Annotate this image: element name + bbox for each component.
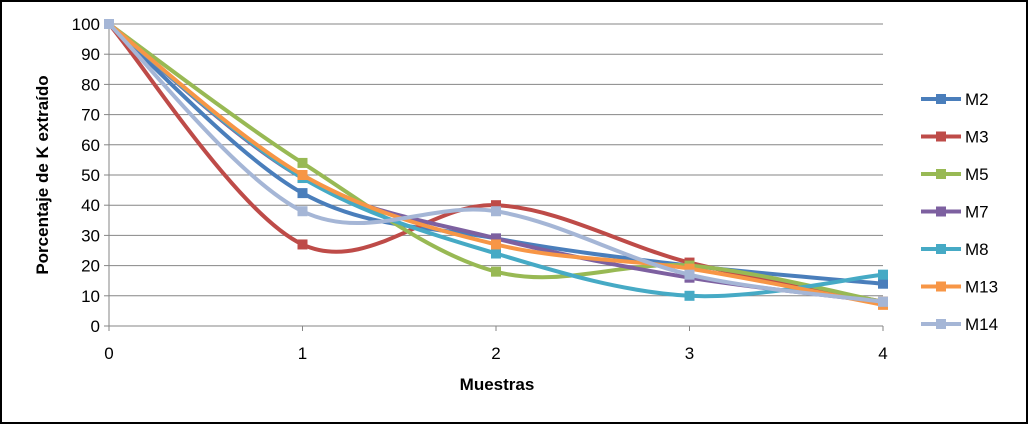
legend-label-m14: M14 bbox=[965, 315, 998, 334]
legend-marker-m14 bbox=[936, 319, 946, 329]
y-tick-label-20: 20 bbox=[81, 257, 100, 276]
legend-label-m3: M3 bbox=[965, 128, 989, 147]
axes bbox=[104, 23, 884, 331]
series-line-m3 bbox=[107, 22, 885, 304]
marker-m8-x3 bbox=[684, 290, 695, 301]
y-tick-label-90: 90 bbox=[81, 45, 100, 64]
y-tick-label-10: 10 bbox=[81, 287, 100, 306]
legend-label-m2: M2 bbox=[965, 90, 989, 109]
y-tick-label-40: 40 bbox=[81, 196, 100, 215]
y-tick-label-70: 70 bbox=[81, 106, 100, 125]
x-tick-label-4: 4 bbox=[878, 344, 887, 363]
marker-m2-x1 bbox=[297, 188, 308, 199]
series-m14 bbox=[104, 19, 888, 307]
y-tick-label-50: 50 bbox=[81, 166, 100, 185]
legend-label-m8: M8 bbox=[965, 240, 989, 259]
series-m8 bbox=[104, 19, 888, 301]
legend: M2 M3 M5 M7 M8 M13 M14 bbox=[921, 90, 998, 334]
legend-item-m7: M7 bbox=[921, 203, 989, 222]
marker-m14-x1 bbox=[297, 206, 308, 217]
marker-m3-x1 bbox=[297, 239, 308, 250]
series-m7 bbox=[104, 19, 888, 307]
marker-m14-x0 bbox=[104, 19, 114, 29]
x-tick-label-1: 1 bbox=[298, 344, 307, 363]
legend-item-m2: M2 bbox=[921, 90, 989, 109]
legend-marker-m5 bbox=[936, 169, 946, 179]
marker-m7-x2 bbox=[491, 233, 501, 244]
tick-labels: 0 10 20 30 40 50 60 70 80 90 100 0 1 2 3 4 bbox=[72, 15, 888, 363]
legend-item-m5: M5 bbox=[921, 165, 989, 184]
marker-m5-x2 bbox=[491, 266, 501, 277]
marker-m3-x2 bbox=[491, 200, 501, 211]
y-axis-title: Porcentaje de K extraído bbox=[33, 75, 52, 274]
series-m5 bbox=[104, 19, 888, 307]
gridlines bbox=[109, 23, 883, 297]
y-tick-label-30: 30 bbox=[81, 226, 100, 245]
series-line-m7 bbox=[107, 22, 885, 304]
legend-item-m8: M8 bbox=[921, 240, 989, 259]
x-tick-label-0: 0 bbox=[104, 344, 113, 363]
legend-marker-m3 bbox=[936, 131, 946, 142]
legend-marker-m2 bbox=[936, 94, 946, 104]
y-tick-label-60: 60 bbox=[81, 136, 100, 155]
x-tick-label-2: 2 bbox=[491, 344, 500, 363]
series-lines bbox=[104, 19, 888, 310]
legend-item-m13: M13 bbox=[921, 278, 998, 297]
series-line-m14 bbox=[107, 22, 885, 304]
legend-marker-m7 bbox=[936, 206, 946, 217]
marker-m8-x2 bbox=[491, 248, 501, 259]
marker-m5-x1 bbox=[297, 157, 308, 168]
series-line-m5 bbox=[107, 22, 885, 304]
marker-m14-x4 bbox=[878, 296, 888, 307]
series-line-m13 bbox=[107, 22, 885, 307]
legend-label-m13: M13 bbox=[965, 278, 998, 297]
series-m3 bbox=[104, 19, 888, 307]
x-tick-label-3: 3 bbox=[685, 344, 694, 363]
marker-m14-x2 bbox=[491, 206, 501, 217]
series-m13 bbox=[104, 19, 888, 310]
x-axis-title: Muestras bbox=[460, 375, 535, 394]
y-tick-label-0: 0 bbox=[91, 317, 100, 336]
marker-m2-x4 bbox=[878, 278, 888, 289]
legend-label-m7: M7 bbox=[965, 203, 989, 222]
legend-item-m14: M14 bbox=[921, 315, 998, 334]
y-tick-label-80: 80 bbox=[81, 75, 100, 94]
marker-m8-x4 bbox=[878, 269, 888, 280]
y-tick-label-100: 100 bbox=[72, 15, 100, 34]
marker-m14-x3 bbox=[684, 269, 695, 280]
marker-m13-x2 bbox=[491, 239, 501, 250]
marker-m13-x1 bbox=[297, 170, 308, 180]
legend-marker-m13 bbox=[936, 281, 946, 292]
legend-item-m3: M3 bbox=[921, 128, 989, 147]
legend-label-m5: M5 bbox=[965, 165, 989, 184]
legend-marker-m8 bbox=[936, 244, 946, 254]
marker-m13-x3 bbox=[684, 263, 695, 274]
